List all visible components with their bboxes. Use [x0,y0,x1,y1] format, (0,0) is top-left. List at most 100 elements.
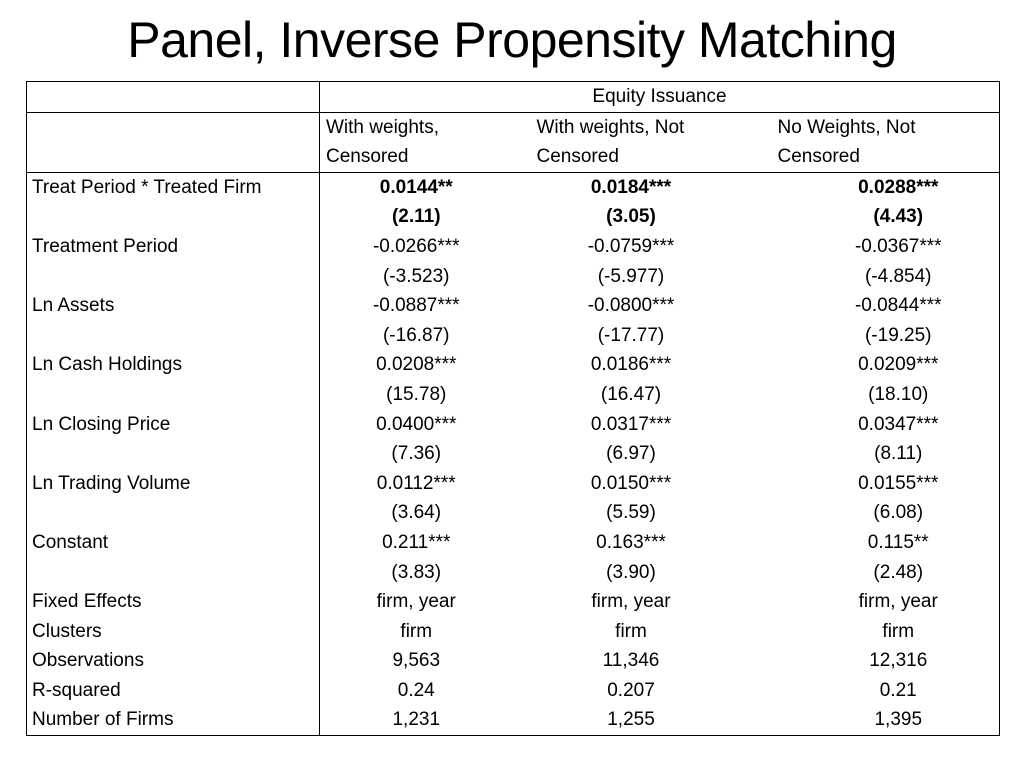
table-cell: (2.48) [771,557,1000,588]
row-label: Ln Cash Holdings [26,350,320,380]
column-header: No Weights, Not Censored [771,112,1000,173]
table-cell: firm, year [376,591,456,613]
table-cell: (16.47) [600,383,662,405]
table-row: Number of Firms 1,231 1,255 1,395 [26,705,1000,737]
table-row: Treatment Period -0.0266*** -0.0759*** -0.0… [26,231,1000,262]
table-cell: 9,563 [392,650,441,672]
table-cell: -0.0800*** [587,295,675,317]
column-header-line: Censored [536,146,619,168]
table-cell: (-4.854) [771,261,1000,292]
row-label [26,439,320,469]
table-cell: 0.115** [771,527,1000,558]
table-cell: (18.10) [771,379,1000,410]
table-row: Fixed Effects firm, year firm, year firm, y… [26,587,1000,617]
table-cell: (-17.77) [597,324,665,346]
header-blank-cell [26,112,320,173]
row-label [26,498,320,528]
table-cell: (3.90) [606,561,656,583]
row-label [26,379,320,410]
table-cell: 12,316 [771,646,1000,676]
table-row: (-16.87) (-17.77) (-19.25) [26,320,1000,351]
table-cell: (3.64) [391,502,442,524]
table-cell: firm [771,616,1000,647]
row-label [26,261,320,292]
table-cell: 0.24 [397,679,435,701]
row-label: Treatment Period [26,231,320,262]
table-row: Observations 9,563 11,346 12,316 [26,646,1000,676]
table-cell: 0.0112*** [376,472,456,494]
row-label: Treat Period * Treated Firm [26,172,320,203]
group-header: Equity Issuance [319,81,1000,113]
header-blank-cell [26,81,320,113]
column-header: With weights, Censored [319,112,531,173]
table-cell: -0.0844*** [771,291,1000,321]
table-row: (15.78) (16.47) (18.10) [26,379,1000,410]
regression-table: Equity Issuance With weights, Censored W… [26,81,1000,737]
table-cell: 0.0144** [379,176,453,198]
row-label [26,557,320,588]
table-cell: 0.0208*** [376,354,457,376]
table-cell: (-16.87) [382,324,450,346]
table-cell: (8.11) [771,439,1000,469]
table-cell: (5.59) [606,502,656,524]
column-header-row: With weights, Censored With weights, Not… [26,112,1000,173]
page-title: Panel, Inverse Propensity Matching [127,12,897,68]
row-label: R-squared [26,675,320,706]
row-label [26,320,320,351]
row-label: Ln Assets [26,291,320,321]
table-cell: 0.0347*** [771,409,1000,440]
table-cell: (6.97) [606,443,656,465]
table-cell: 0.0186*** [590,354,672,376]
table-cell: 0.0288*** [771,172,1000,203]
column-header-line: Censored [326,146,409,168]
table-cell: 0.0150*** [590,472,672,494]
table-cell: 0.207 [607,679,655,701]
table-cell: (15.78) [386,383,447,405]
table-cell: 0.0155*** [771,468,1000,499]
row-label: Observations [26,646,320,676]
table-cell: 0.21 [771,675,1000,706]
table-row: Ln Cash Holdings 0.0208*** 0.0186*** 0.0209… [26,350,1000,380]
table-cell: (6.08) [771,498,1000,528]
table-cell: (7.36) [391,443,442,465]
table-body: Treat Period * Treated Firm 0.0144** 0.018… [26,172,1000,737]
table-cell: 1,231 [319,705,531,737]
table-row: Treat Period * Treated Firm 0.0144** 0.018… [26,172,1000,203]
column-header-line: With weights, Not [536,116,685,138]
table-row: Constant 0.211*** 0.163*** 0.115** [26,527,1000,558]
table-cell: -0.0266*** [372,235,460,257]
row-label [26,202,320,232]
table-cell: 1,395 [771,705,1000,737]
table-cell: 0.211*** [382,531,451,553]
table-cell: (3.05) [606,206,656,228]
table-cell: 0.0317*** [590,413,672,435]
column-header: With weights, Not Censored [530,112,772,173]
table-cell: 0.163*** [596,531,666,553]
table-cell: (2.11) [391,206,441,228]
table-row: Ln Assets -0.0887*** -0.0800*** -0.0844*** [26,291,1000,321]
table-row: Ln Trading Volume 0.0112*** 0.0150*** 0.015… [26,468,1000,499]
table-cell: -0.0367*** [771,231,1000,262]
table-row: (3.64) (5.59) (6.08) [26,498,1000,528]
table-row: (7.36) (6.97) (8.11) [26,439,1000,469]
column-header-line: Censored [777,146,860,168]
table-cell: 0.0209*** [771,350,1000,380]
table-row: R-squared 0.24 0.207 0.21 [26,675,1000,706]
table-cell: (-3.523) [382,265,450,287]
table-cell: 1,255 [530,705,772,737]
row-label: Fixed Effects [26,587,320,617]
table-row: (2.11) (3.05) (4.43) [26,202,1000,232]
column-header-line: No Weights, Not [777,116,916,138]
row-label: Number of Firms [26,705,320,737]
table-cell: firm, year [591,591,671,613]
table-cell: firm [400,620,433,642]
table-cell: firm [615,620,647,642]
table-row: Ln Closing Price 0.0400*** 0.0317*** 0.0347… [26,409,1000,440]
row-label: Ln Closing Price [26,409,320,440]
table-cell: (3.83) [391,561,442,583]
table-cell: 11,346 [602,650,660,672]
table-cell: firm, year [771,587,1000,617]
row-label: Clusters [26,616,320,647]
row-label: Constant [26,527,320,558]
table-row: (-3.523) (-5.977) (-4.854) [26,261,1000,292]
